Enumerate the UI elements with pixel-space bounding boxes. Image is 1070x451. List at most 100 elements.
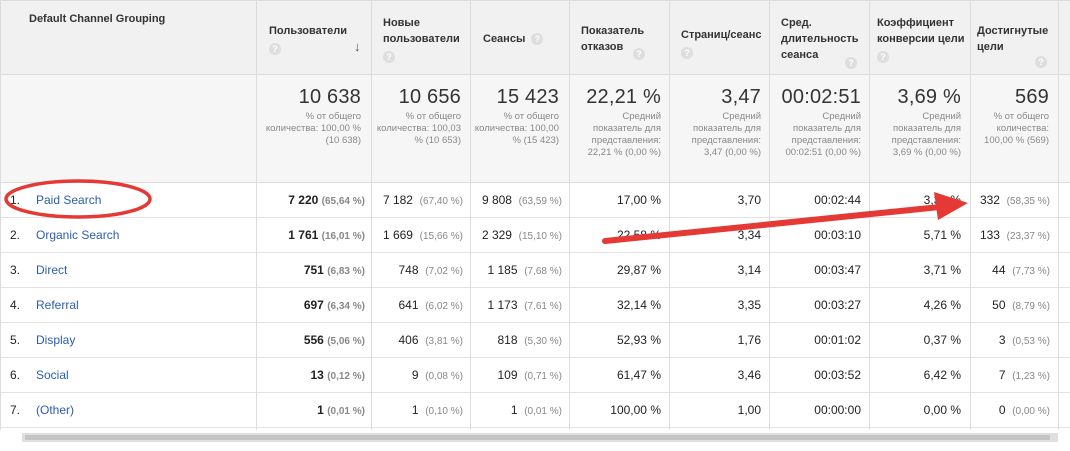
sessions-value: 1 185 (7,68 %) (487, 263, 563, 277)
bounce-value: 100,00 % (610, 403, 661, 417)
sort-desc-icon[interactable]: ↓ (354, 39, 361, 54)
users-value: 556 (5,06 %) (303, 333, 365, 347)
duration-value: 00:01:02 (814, 333, 861, 347)
sessions-value: 109 (0,71 %) (497, 368, 563, 382)
goals-value: 0 (0,00 %) (998, 403, 1050, 417)
channel-link[interactable]: Display (36, 333, 76, 347)
pages-value: 3,70 (737, 193, 761, 207)
total-bounce: 22,21 % Средний показатель для представл… (586, 86, 661, 158)
new-users-value: 1 669 (15,66 %) (382, 228, 463, 242)
help-icon[interactable]: ? (681, 47, 693, 59)
table-row: 4. Referral 697 (6,34 %) 641 (6,02 %) 1 173 … (0, 288, 1070, 323)
channel-link[interactable]: Paid Search (36, 193, 102, 207)
new-users-value: 7 182 (67,40 %) (382, 193, 463, 207)
col-goals-header[interactable]: Достигнутые цели ? (971, 1, 1061, 76)
sessions-value: 818 (5,30 %) (497, 333, 563, 347)
new-users-value: 1 (0,10 %) (411, 403, 463, 417)
table-header: Default Channel Grouping Пользователи ? … (0, 0, 1070, 75)
new-users-value: 748 (7,02 %) (398, 263, 464, 277)
channel-link[interactable]: Social (36, 368, 69, 382)
row-index: 4. (10, 298, 21, 312)
goals-value: 332 (58,35 %) (979, 193, 1050, 207)
goals-value: 7 (1,23 %) (998, 368, 1050, 382)
goals-value: 44 (7,73 %) (992, 263, 1050, 277)
col-conversion-header[interactable]: Коэффициент конверсии цели ? (869, 1, 971, 76)
bounce-value: 17,00 % (616, 193, 661, 207)
channel-link[interactable]: (Other) (36, 403, 75, 417)
col-users-label: Пользователи (269, 24, 348, 37)
col-new-users-header[interactable]: Новые пользователи ? (371, 1, 471, 76)
total-sessions: 15 423 % от общего количества: 100,00 % … (474, 86, 559, 146)
channel-link[interactable]: Direct (36, 263, 68, 277)
col-users-header[interactable]: Пользователи ? (257, 1, 371, 76)
goals-value: 133 (23,37 %) (979, 228, 1050, 242)
col-pages-label: Страниц/сеанс (681, 29, 762, 41)
users-value: 1 (0,01 %) (317, 403, 365, 417)
duration-value: 00:03:10 (814, 228, 861, 242)
conversion-value: 0,37 % (923, 333, 961, 347)
row-index: 5. (10, 333, 21, 347)
col-sessions-header[interactable]: Сеансы? (471, 1, 569, 76)
help-icon[interactable]: ? (531, 32, 544, 45)
help-icon[interactable]: ? (269, 42, 281, 55)
col-duration-label: Сред. длительность сеанса (781, 16, 859, 61)
total-goals: 569 % от общего количества: 100,00 % (56… (984, 86, 1049, 146)
dimension-header[interactable]: Default Channel Grouping (29, 13, 166, 25)
conversion-value: 3,39 % (923, 193, 961, 207)
users-value: 1 761 (16,01 %) (288, 228, 365, 242)
pages-value: 3,14 (737, 263, 761, 277)
row-index: 3. (10, 263, 21, 277)
help-icon[interactable]: ? (633, 48, 645, 60)
new-users-value: 641 (6,02 %) (398, 298, 464, 312)
help-icon[interactable]: ? (383, 50, 395, 63)
bounce-value: 61,47 % (616, 368, 661, 382)
col-bounce-label: Показатель отказов (581, 24, 645, 53)
duration-value: 00:03:52 (814, 368, 861, 382)
bounce-value: 22,58 % (616, 228, 661, 242)
table-row: 2. Organic Search 1 761 (16,01 %) 1 669 (15… (0, 218, 1070, 253)
duration-value: 00:02:44 (814, 193, 861, 207)
conversion-value: 6,42 % (923, 368, 961, 382)
goals-value: 50 (8,79 %) (992, 298, 1050, 312)
pages-value: 1,76 (737, 333, 761, 347)
sessions-value: 1 (0,01 %) (510, 403, 562, 417)
table-row: 5. Display 556 (5,06 %) 406 (3,81 %) 818 (5,… (0, 323, 1070, 358)
col-sessions-label: Сеансы? (483, 31, 544, 47)
users-value: 751 (6,83 %) (303, 263, 365, 277)
col-bounce-header[interactable]: Показатель отказов ? (569, 1, 669, 76)
help-icon[interactable]: ? (845, 57, 857, 69)
channel-link[interactable]: Organic Search (36, 228, 120, 242)
duration-value: 00:00:00 (814, 403, 861, 417)
sessions-value: 1 173 (7,61 %) (487, 298, 563, 312)
channel-link[interactable]: Referral (36, 298, 79, 312)
scrollbar-thumb[interactable] (25, 435, 1050, 440)
conversion-value: 3,71 % (923, 263, 961, 277)
col-pages-header[interactable]: Страниц/сеанс ? (669, 1, 769, 76)
bounce-value: 29,87 % (616, 263, 661, 277)
pages-value: 3,46 (737, 368, 761, 382)
new-users-value: 9 (0,08 %) (411, 368, 463, 382)
users-value: 7 220 (65,64 %) (288, 193, 365, 207)
col-duration-header[interactable]: Сред. длительность сеанса ? (769, 1, 869, 76)
bounce-value: 52,93 % (616, 333, 661, 347)
row-index: 7. (10, 403, 21, 417)
sessions-value: 9 808 (63,59 %) (481, 193, 562, 207)
users-value: 697 (6,34 %) (303, 298, 365, 312)
col-goals-label: Достигнутые цели (977, 24, 1049, 53)
total-duration: 00:02:51 Средний показатель для представ… (781, 86, 861, 158)
pages-value: 3,34 (737, 228, 761, 242)
help-icon[interactable]: ? (1035, 56, 1047, 68)
conversion-value: 4,26 % (923, 298, 961, 312)
help-icon[interactable]: ? (877, 50, 889, 63)
pages-value: 1,00 (737, 403, 761, 417)
table-row: 1. Paid Search 7 220 (65,64 %) 7 182 (67,40… (0, 183, 1070, 218)
col-new-users-label: Новые пользователи (383, 16, 460, 45)
total-users: 10 638 % от общего количества: 100,00 % … (265, 86, 361, 146)
duration-value: 00:03:27 (814, 298, 861, 312)
conversion-value: 0,00 % (923, 403, 961, 417)
bounce-value: 32,14 % (616, 298, 661, 312)
row-index: 1. (10, 193, 21, 207)
totals-row: 10 638 % от общего количества: 100,00 % … (0, 75, 1070, 183)
row-index: 6. (10, 368, 21, 382)
